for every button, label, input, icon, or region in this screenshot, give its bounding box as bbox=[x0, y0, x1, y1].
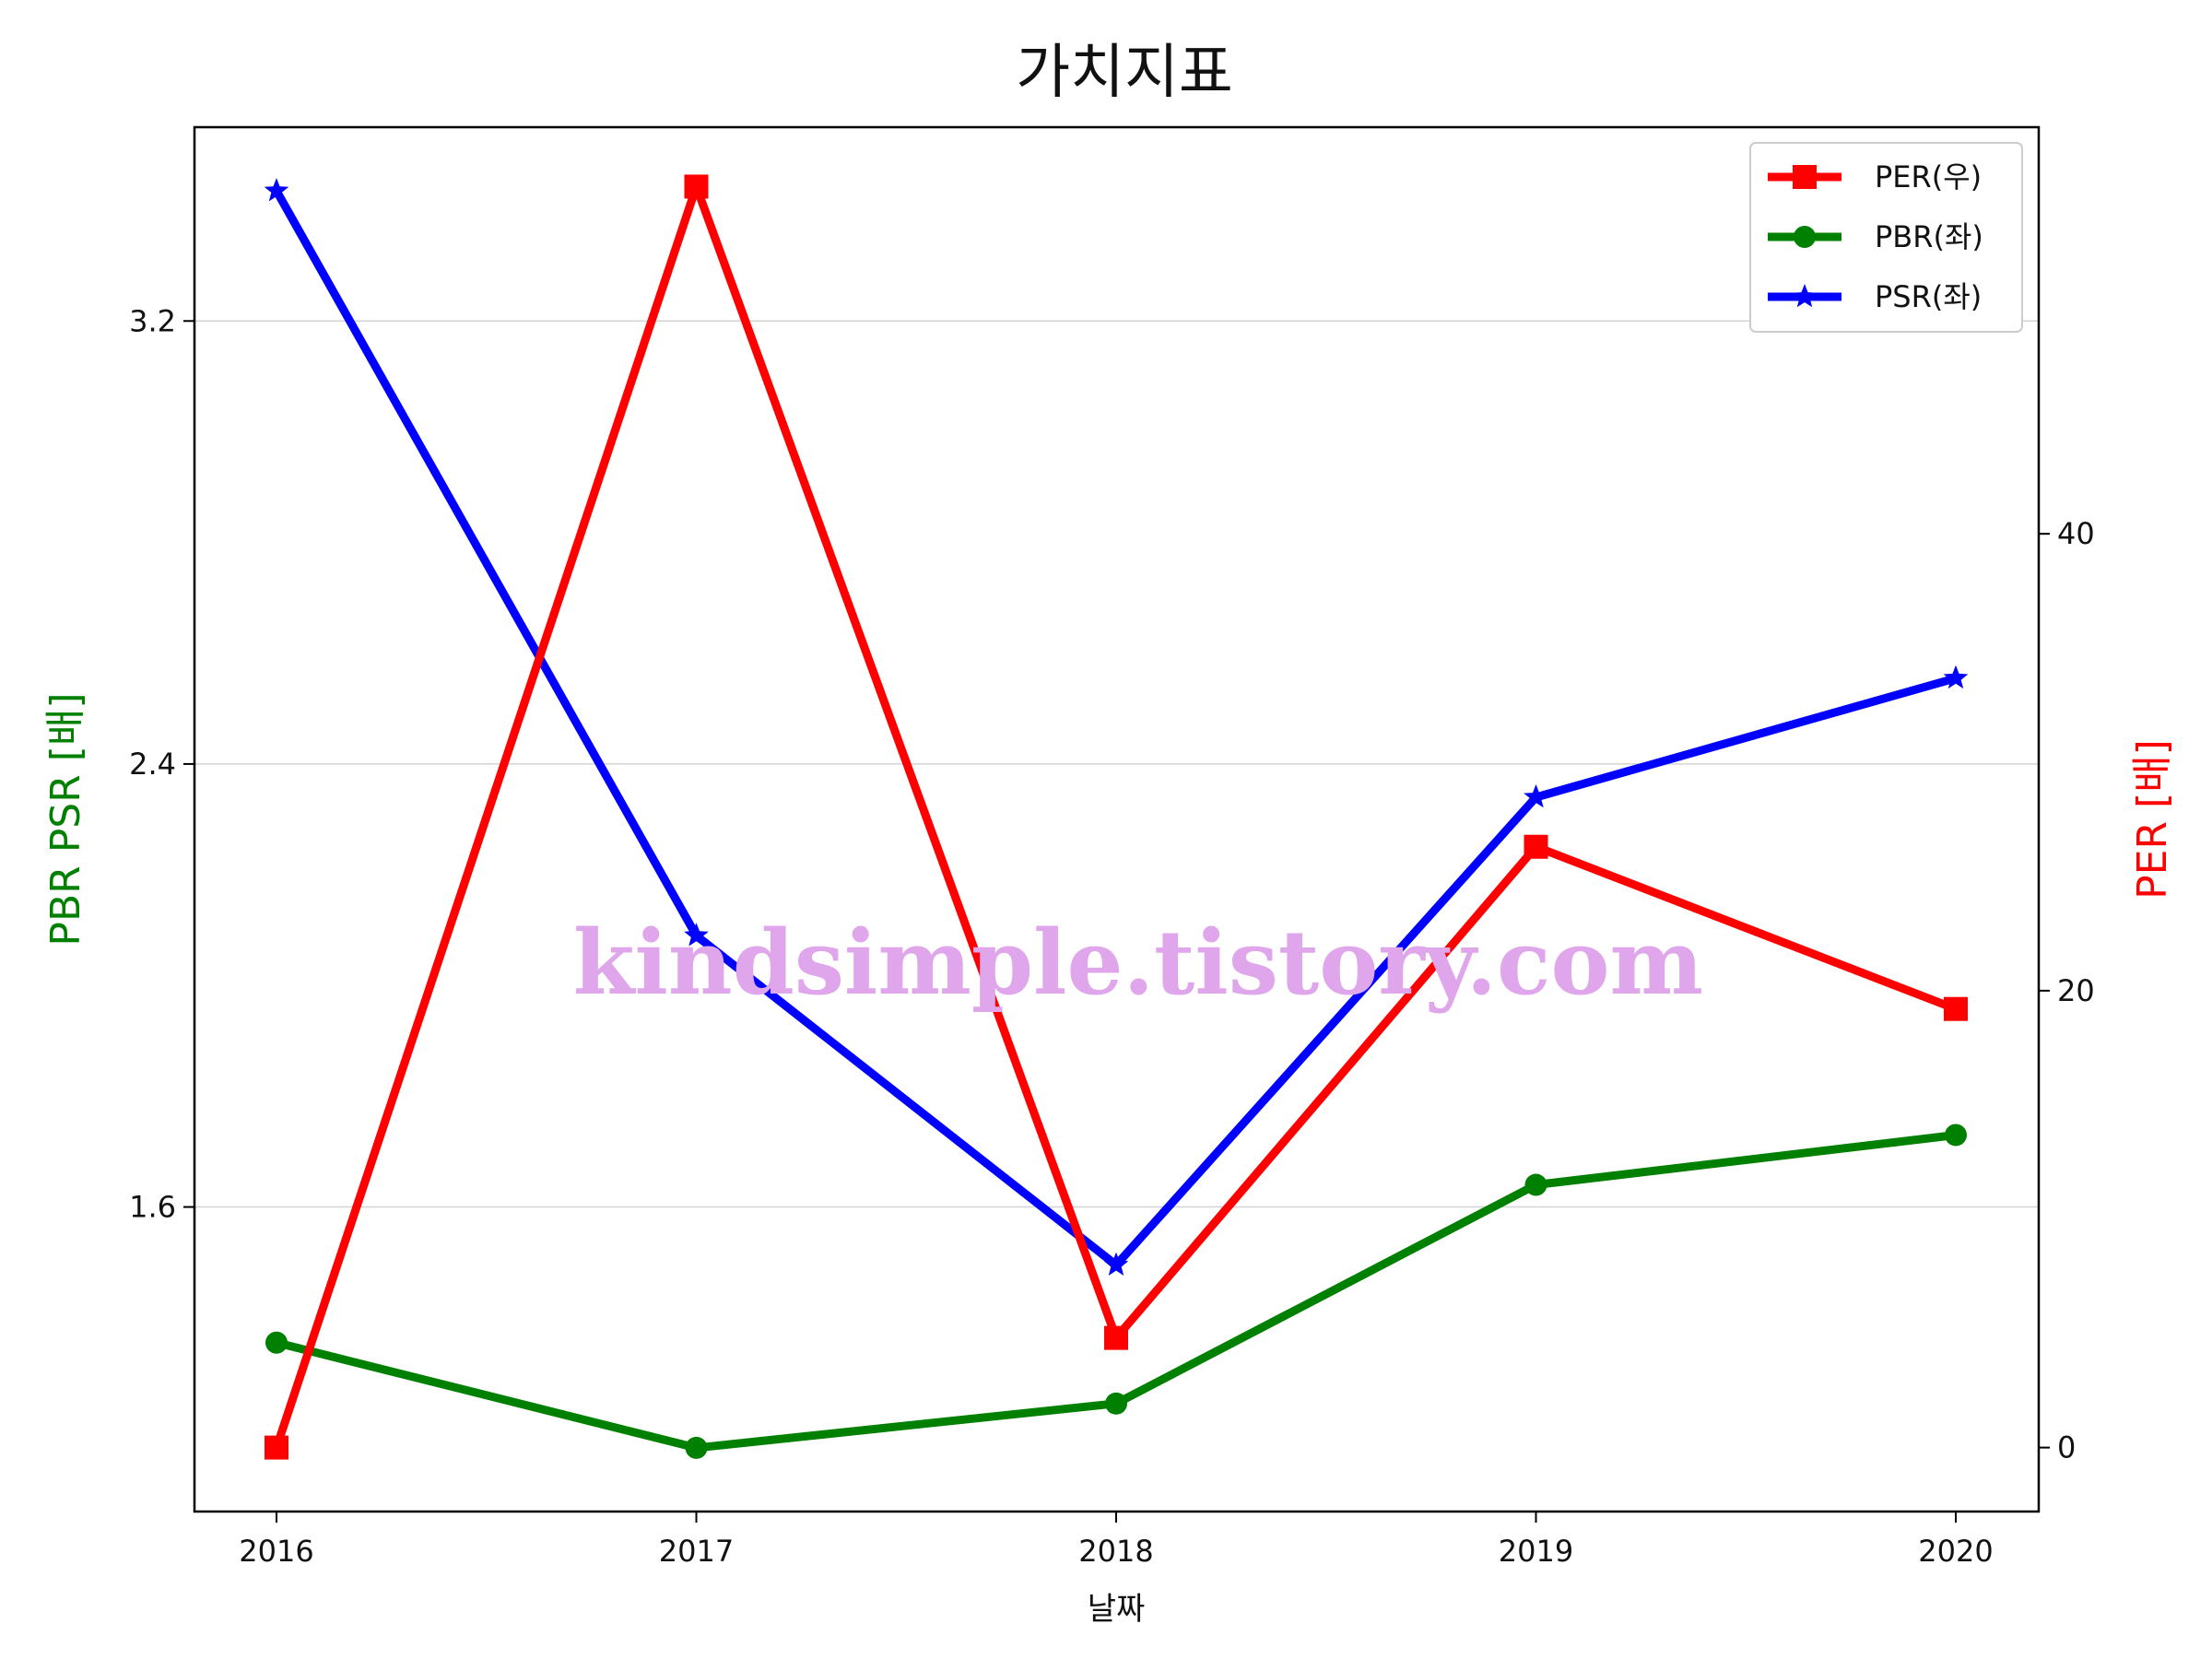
series-1-point-1 bbox=[685, 1436, 708, 1459]
series-0-point-2 bbox=[1104, 1325, 1128, 1350]
series-0 bbox=[265, 174, 1968, 1460]
series-0-point-4 bbox=[1944, 996, 1968, 1021]
x-tick-label-0: 2016 bbox=[239, 1534, 313, 1569]
series-2-point-3 bbox=[1524, 784, 1548, 808]
series-0-point-1 bbox=[684, 174, 709, 199]
series-2-point-4 bbox=[1943, 665, 1969, 689]
series-2-point-1 bbox=[684, 923, 709, 947]
axis-layer: 1.6 2.4 3.2 0 20 40 2016 2017 2018 2019 2020 bbox=[129, 303, 2095, 1569]
right-tick-label-0: 0 bbox=[2057, 1430, 2076, 1465]
left-tick-label-0: 1.6 bbox=[129, 1190, 176, 1225]
x-axis-label: 날짜 bbox=[1088, 1591, 1146, 1628]
series-0-point-0 bbox=[265, 1435, 288, 1460]
x-tick-label-3: 2019 bbox=[1499, 1534, 1573, 1569]
legend-label-0: PER(우) bbox=[1875, 159, 1982, 194]
legend-marker-2 bbox=[1792, 284, 1818, 308]
series-1-point-4 bbox=[1945, 1124, 1967, 1147]
watermark: kindsimple.tistory.com bbox=[573, 911, 1703, 1015]
right-tick-label-1: 20 bbox=[2057, 973, 2095, 1008]
series-2-point-2 bbox=[1103, 1252, 1129, 1276]
left-tick-label-1: 2.4 bbox=[129, 747, 176, 782]
series-1-point-2 bbox=[1105, 1392, 1127, 1415]
legend: PER(우) PBR(좌) PSR(좌) bbox=[1749, 142, 2023, 333]
x-tick-label-4: 2020 bbox=[1918, 1534, 1993, 1569]
series-1-point-0 bbox=[265, 1331, 288, 1354]
legend-box bbox=[1749, 142, 2023, 333]
chart-title: 가치지표 bbox=[1016, 39, 1233, 107]
y-axis-label-left: PBR PSR [배] bbox=[42, 692, 89, 946]
legend-label-2: PSR(좌) bbox=[1875, 279, 1982, 314]
legend-marker-0 bbox=[1793, 165, 1817, 189]
series-1-point-3 bbox=[1524, 1173, 1547, 1196]
series-1 bbox=[265, 1124, 1967, 1459]
series-2-point-0 bbox=[264, 178, 289, 202]
left-tick-label-2: 3.2 bbox=[129, 303, 176, 338]
right-tick-label-2: 40 bbox=[2057, 516, 2095, 551]
series-2 bbox=[264, 178, 1969, 1276]
series-layer bbox=[264, 174, 1969, 1460]
legend-label-1: PBR(좌) bbox=[1875, 219, 1983, 254]
legend-marker-1 bbox=[1794, 226, 1816, 248]
series-0-point-3 bbox=[1524, 834, 1548, 859]
y-axis-label-right: PER [배] bbox=[2129, 739, 2176, 900]
x-tick-label-2: 2018 bbox=[1078, 1534, 1153, 1569]
x-tick-label-1: 2017 bbox=[659, 1534, 734, 1569]
